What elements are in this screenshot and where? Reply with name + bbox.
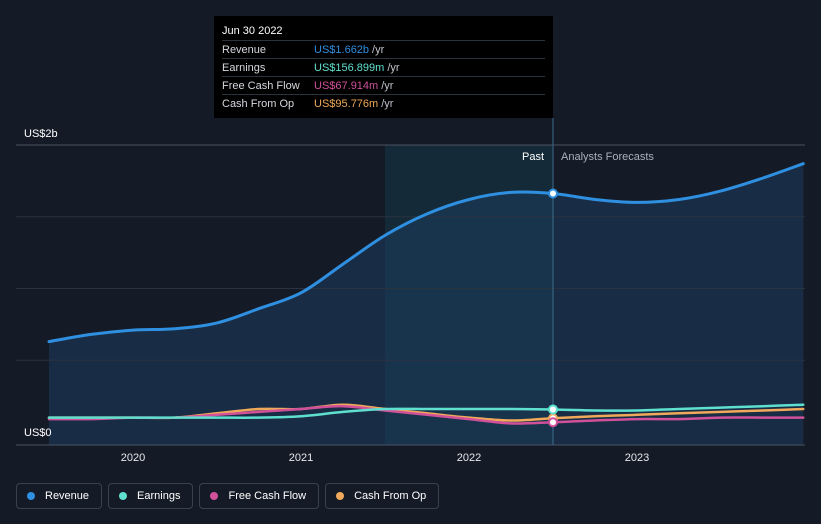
tooltip-row-cash-from-op: Cash From Op US$95.776m /yr [222,94,545,112]
series-point-earnings [548,404,558,415]
series-line-revenue [47,162,805,344]
forecast-marker-label: Analysts Forecasts [561,151,654,163]
tooltip-row-revenue: Revenue US$1.662b /yr [222,40,545,58]
y-tick-label: US$0 [24,427,52,439]
legend-label: Revenue [45,490,90,502]
legend-item-revenue[interactable]: Revenue [16,483,103,509]
tooltip-label: Cash From Op [222,97,295,110]
x-tick-label: 2021 [289,452,313,464]
series-point-revenue [548,188,558,199]
legend-dot-icon [210,492,219,500]
legend-item-cash-from-op[interactable]: Cash From Op [325,483,440,509]
legend-label: Cash From Op [354,490,427,502]
legend-label: Earnings [137,490,181,502]
tooltip-label: Earnings [222,61,266,74]
tooltip-label: Free Cash Flow [222,79,300,92]
series-point-free-cash-flow [548,417,558,428]
tooltip-value: US$1.662b [314,43,370,56]
x-tick-label: 2022 [457,452,481,464]
chart-legend: Revenue Earnings Free Cash Flow Cash Fro… [16,483,440,509]
tooltip-row-free-cash-flow: Free Cash Flow US$67.914m /yr [222,76,545,94]
legend-label: Free Cash Flow [228,490,307,502]
tooltip-unit: /yr [387,61,400,74]
tooltip-unit: /yr [381,79,394,92]
legend-item-earnings[interactable]: Earnings [108,483,194,509]
tooltip-label: Revenue [222,43,267,56]
tooltip-unit: /yr [381,97,394,110]
tooltip-unit: /yr [372,43,385,56]
past-marker-label: Past [522,151,544,163]
y-tick-label: US$2b [24,128,58,140]
tooltip-row-earnings: Earnings US$156.899m /yr [222,58,545,76]
legend-dot-icon [119,492,128,500]
tooltip-value: US$67.914m [314,79,379,92]
legend-item-free-cash-flow[interactable]: Free Cash Flow [199,483,320,509]
legend-dot-icon [336,492,345,500]
series-line-earnings [47,403,805,419]
tooltip-date: Jun 30 2022 [222,25,283,37]
chart-tooltip: Jun 30 2022 Revenue US$1.662b /yr Earnin… [214,16,553,118]
tooltip-value: US$156.899m [314,61,385,74]
tooltip-value: US$95.776m [314,97,379,110]
x-tick-label: 2023 [625,452,649,464]
x-tick-label: 2020 [121,452,145,464]
legend-dot-icon [27,492,35,500]
revenue-area [49,163,804,445]
